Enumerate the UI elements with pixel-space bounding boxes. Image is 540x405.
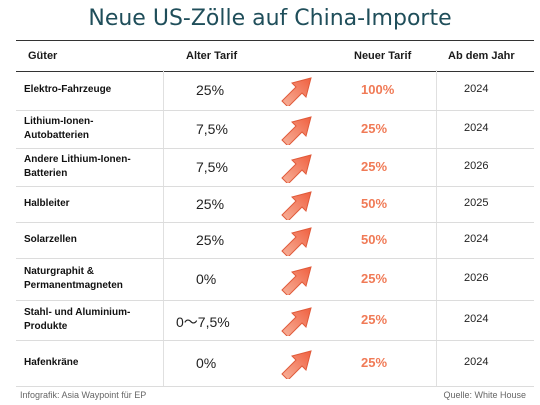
goods-label: Elektro-Fahrzeuge [24,84,112,95]
goods-label: Halbleiter [24,198,70,209]
goods-label: Stahl- und Aluminium- Produkte [24,307,131,332]
page-title: Neue US-Zölle auf China-Importe [88,6,452,31]
new-tariff: 25% [361,271,388,286]
header-year: Ab dem Jahr [448,50,515,62]
header-old-tariff: Alter Tarif [186,50,238,62]
goods-label: Hafenkräne [24,357,79,368]
table-row: Elektro-Fahrzeuge 25% 100% 2024 [16,70,534,111]
up-right-arrow-icon [278,113,318,147]
old-tariff: 7,5% [196,159,228,175]
table-row: Solarzellen 25% 50% 2024 [16,222,534,259]
up-right-arrow-icon [278,151,318,185]
table-row: Stahl- und Aluminium- Produkte 0〜7,5% 25% 2… [16,300,534,341]
up-right-arrow-icon [278,74,318,108]
goods-label: Solarzellen [24,234,77,245]
effective-year: 2024 [464,122,489,134]
up-right-arrow-icon [278,304,318,338]
old-tariff: 0% [196,355,217,371]
old-tariff: 25% [196,232,225,248]
effective-year: 2024 [464,356,489,368]
old-tariff: 0〜7,5% [176,314,230,330]
effective-year: 2026 [464,160,489,172]
new-tariff: 50% [361,232,388,247]
table-row: Naturgraphit & Permanentmagneten 0% 25% 202… [16,258,534,301]
effective-year: 2024 [464,233,489,245]
table-header: Güter Alter Tarif Neuer Tarif Ab dem Jah… [16,40,534,72]
column-divider [436,70,437,386]
table-row: Andere Lithium-Ionen- Batterien 7,5% 25% 20… [16,148,534,187]
old-tariff: 7,5% [196,121,228,137]
new-tariff: 25% [361,355,388,370]
goods-label: Lithium-Ionen- Autobatterien [24,116,94,141]
effective-year: 2024 [464,313,489,325]
goods-label: Naturgraphit & Permanentmagneten [24,266,123,291]
up-right-arrow-icon [278,263,318,297]
old-tariff: 0% [196,271,217,287]
new-tariff: 25% [361,312,388,327]
old-tariff: 25% [196,82,225,98]
column-divider [163,70,164,386]
old-tariff: 25% [196,196,225,212]
effective-year: 2025 [464,197,489,209]
header-new-tariff: Neuer Tarif [354,50,412,62]
new-tariff: 50% [361,196,388,211]
goods-label: Andere Lithium-Ionen- Batterien [24,154,131,179]
effective-year: 2024 [464,83,489,95]
effective-year: 2026 [464,272,489,284]
table-row: Lithium-Ionen- Autobatterien 7,5% 25% 2024 [16,110,534,149]
new-tariff: 25% [361,121,388,136]
up-right-arrow-icon [278,224,318,258]
header-goods: Güter [28,50,58,62]
table-row: Hafenkräne 0% 25% 2024 [16,340,534,387]
up-right-arrow-icon [278,188,318,222]
footer-credit: Infografik: Asia Waypoint für EP [20,390,147,400]
new-tariff: 100% [361,82,395,97]
up-right-arrow-icon [278,347,318,381]
table-row: Halbleiter 25% 50% 2025 [16,186,534,223]
footer-source: Quelle: White House [443,390,526,400]
new-tariff: 25% [361,159,388,174]
